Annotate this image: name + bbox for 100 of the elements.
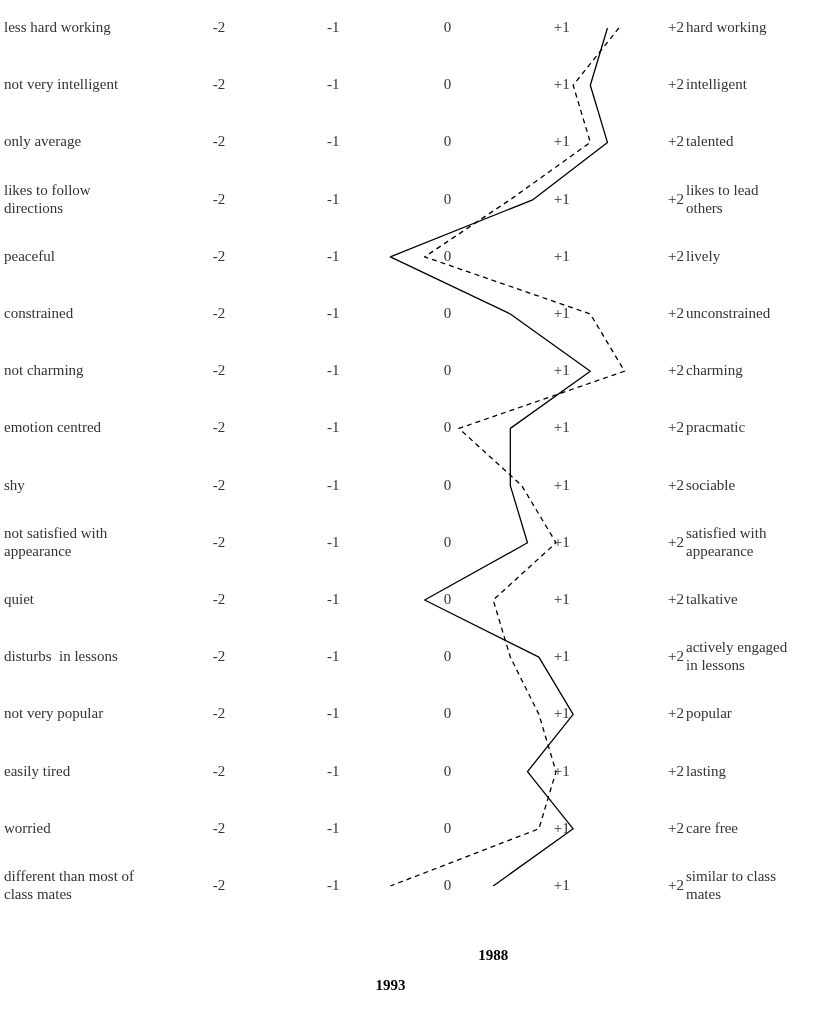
text: +2 bbox=[668, 76, 684, 93]
text: 0 bbox=[443, 247, 452, 264]
x-tick-label: +1 bbox=[553, 18, 570, 35]
y-tick-label: shy bbox=[4, 476, 26, 493]
text: -2 bbox=[212, 133, 226, 150]
text: 0 bbox=[443, 590, 452, 607]
text: +1 bbox=[553, 648, 570, 665]
y2-tick-label: likes to lead others bbox=[686, 181, 759, 216]
text: -2 bbox=[212, 476, 226, 493]
y-tick-label: emotion centred bbox=[4, 419, 102, 436]
text: -1 bbox=[327, 419, 340, 436]
text: +1 bbox=[553, 76, 570, 93]
text: +2 bbox=[668, 419, 684, 436]
y2-tick-label: talented bbox=[686, 133, 734, 150]
y2-tick-label: intelligent bbox=[686, 76, 748, 93]
text: +2 bbox=[668, 304, 684, 321]
text: -1 bbox=[327, 705, 340, 722]
text: 0 bbox=[443, 476, 452, 493]
text: 0 bbox=[443, 76, 452, 93]
text: -2 bbox=[212, 590, 226, 607]
y2-tick-label: satisfied with appearance bbox=[686, 524, 767, 559]
y2-tick-label: actively engaged in lessons bbox=[686, 639, 788, 674]
text: -1 bbox=[327, 476, 340, 493]
text: 1993 bbox=[375, 976, 406, 993]
y2-tick-label: pracmatic bbox=[686, 419, 746, 436]
y2-tick-label: care free bbox=[686, 819, 739, 836]
text: 0 bbox=[443, 819, 452, 836]
y-tick-label: constrained bbox=[4, 304, 74, 321]
x-tick-label: -2 bbox=[212, 18, 226, 35]
y-tick-label: likes to follow directions bbox=[4, 181, 91, 216]
y-tick-label: different than most of class mates bbox=[4, 867, 135, 902]
y2-tick-label: popular bbox=[686, 705, 732, 722]
text: +2 bbox=[668, 705, 684, 722]
text: +1 bbox=[553, 590, 570, 607]
text: -1 bbox=[327, 247, 340, 264]
text: -1 bbox=[327, 76, 340, 93]
text: +2 bbox=[668, 476, 684, 493]
text: +1 bbox=[553, 247, 570, 264]
y2-tick-label: hard working bbox=[686, 18, 767, 35]
text: 0 bbox=[443, 133, 452, 150]
text: +1 bbox=[553, 819, 570, 836]
text: 1988 bbox=[478, 946, 509, 963]
text: -1 bbox=[327, 648, 340, 665]
y-tick-label: disturbs in lessons bbox=[4, 648, 118, 665]
text: +2 bbox=[668, 190, 684, 207]
text: -2 bbox=[212, 533, 226, 550]
y-tick-label: not very popular bbox=[4, 705, 104, 722]
text: +1 bbox=[553, 419, 570, 436]
text: -1 bbox=[327, 762, 340, 779]
text: +2 bbox=[668, 590, 684, 607]
y2-tick-label: unconstrained bbox=[686, 304, 771, 321]
text: 0 bbox=[443, 648, 452, 665]
text: 0 bbox=[443, 705, 452, 722]
text: +2 bbox=[668, 133, 684, 150]
y2-tick-label: lively bbox=[686, 247, 721, 264]
text: 0 bbox=[443, 304, 452, 321]
y-tick-label: easily tired bbox=[4, 762, 71, 779]
text: -1 bbox=[327, 133, 340, 150]
text: +1 bbox=[553, 190, 570, 207]
text: -1 bbox=[327, 362, 340, 379]
text: -2 bbox=[212, 362, 226, 379]
text: +2 bbox=[668, 533, 684, 550]
text: +1 bbox=[553, 762, 570, 779]
x-tick-label: -1 bbox=[327, 18, 340, 35]
text: -1 bbox=[327, 876, 340, 893]
text: +2 bbox=[668, 819, 684, 836]
text: +2 bbox=[668, 247, 684, 264]
text: +1 bbox=[553, 304, 570, 321]
text: -2 bbox=[212, 762, 226, 779]
x-tick-label: 0 bbox=[443, 18, 452, 35]
y2-tick-label: similar to class mates bbox=[686, 867, 777, 902]
text: +1 bbox=[553, 362, 570, 379]
text: +1 bbox=[553, 476, 570, 493]
y2-tick-label: talkative bbox=[686, 590, 738, 607]
x-tick-label: +2 bbox=[668, 18, 684, 35]
text: 0 bbox=[443, 876, 452, 893]
y-tick-label: not charming bbox=[4, 362, 85, 379]
text: 0 bbox=[443, 419, 452, 436]
y2-tick-label: sociable bbox=[686, 476, 736, 493]
text: -2 bbox=[212, 190, 226, 207]
text: -1 bbox=[327, 590, 340, 607]
text: 0 bbox=[443, 362, 452, 379]
text: -2 bbox=[212, 419, 226, 436]
text: +2 bbox=[668, 648, 684, 665]
text: +2 bbox=[668, 362, 684, 379]
text: -2 bbox=[212, 819, 226, 836]
y2-tick-label: charming bbox=[686, 362, 744, 379]
text: +2 bbox=[668, 876, 684, 893]
y2-tick-label: lasting bbox=[686, 762, 727, 779]
text: -1 bbox=[327, 304, 340, 321]
text: +1 bbox=[553, 876, 570, 893]
text: -2 bbox=[212, 648, 226, 665]
text: -1 bbox=[327, 190, 340, 207]
text: +1 bbox=[553, 533, 570, 550]
text: +2 bbox=[668, 762, 684, 779]
y-tick-label: peaceful bbox=[4, 247, 55, 264]
text: -2 bbox=[212, 76, 226, 93]
y-tick-label: less hard working bbox=[4, 18, 112, 35]
y-tick-label: not very intelligent bbox=[4, 76, 119, 93]
y-tick-label: not satisfied with appearance bbox=[4, 524, 108, 559]
